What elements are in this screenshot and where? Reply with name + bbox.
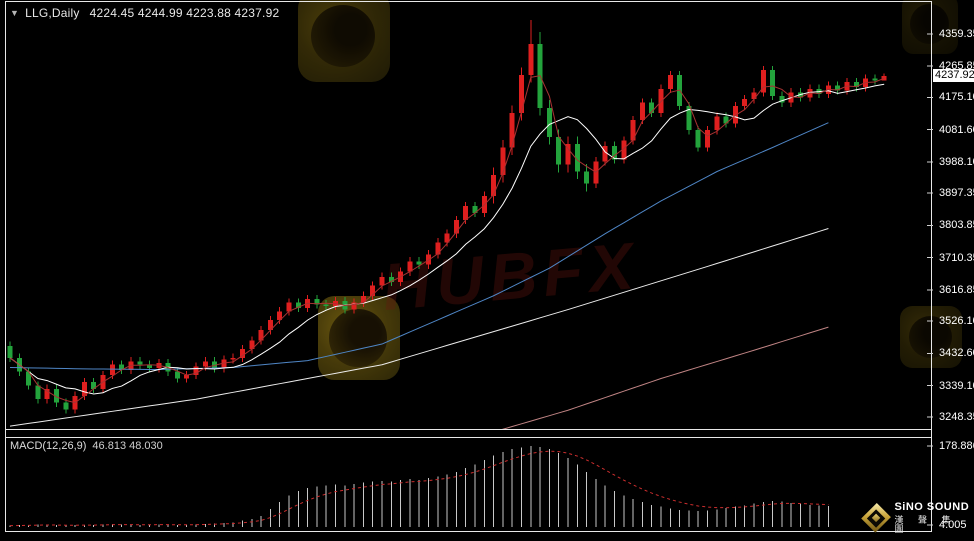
ma-long-line (9, 228, 829, 427)
eagle-icon (902, 0, 958, 54)
watermark-eagle-logo (318, 296, 400, 380)
brand-name-cn: 漢 聲 集 團 (894, 515, 957, 534)
chart-title: ▼ LLG,Daily 4224.45 4244.99 4223.88 4237.9… (10, 6, 279, 20)
price-tick-label: 3616.85 (939, 283, 974, 296)
macd-name: MACD(12,26,9) (10, 440, 87, 452)
price-tick-label: 4175.10 (939, 91, 974, 104)
price-tick-label: 3897.35 (939, 187, 974, 200)
price-tick-label: 4081.60 (939, 123, 974, 136)
current-price-label: 4237.92 (933, 68, 974, 82)
macd-tick-label: 178.886 (939, 440, 974, 453)
ma-fast-line (9, 75, 885, 404)
ma-mid-line (9, 83, 885, 395)
diamond-core (871, 513, 881, 523)
brand-logo: SiNO SOUND 漢 聲 集 團 (861, 501, 974, 534)
price-tick-label: 3526.10 (939, 315, 974, 328)
symbol-label: LLG,Daily (25, 6, 80, 20)
price-axis[interactable]: 4359.354265.854175.104081.603988.103897.… (931, 0, 974, 532)
price-tick-label: 3803.85 (939, 219, 974, 232)
price-tick-label: 3988.10 (939, 155, 974, 168)
price-tick-label: 3339.10 (939, 379, 974, 392)
macd-signal-line (9, 450, 829, 527)
price-tick-label: 3432.60 (939, 347, 974, 360)
watermark-eagle-logo (298, 0, 390, 82)
eagle-icon (318, 296, 400, 380)
diamond-inner (867, 508, 886, 528)
eagle-icon (298, 0, 390, 82)
ohlc-values: 4224.45 4244.99 4223.88 4237.92 (89, 6, 280, 20)
macd-label: MACD(12,26,9) 46.813 48.030 (10, 440, 163, 452)
price-tick-label: 4359.35 (939, 27, 974, 40)
price-tick-label: 3248.35 (939, 411, 974, 424)
candlesticks (7, 19, 887, 414)
watermark-eagle-logo (902, 0, 958, 54)
brand-name: SiNO SOUND (894, 501, 970, 513)
macd-values: 46.813 48.030 (92, 440, 163, 452)
ma-blue-line (9, 122, 829, 371)
macd-tick-label: 4.005 (939, 519, 967, 532)
price-tick-label: 3710.35 (939, 251, 974, 264)
macd-axis[interactable]: 178.886 4.005 (931, 437, 974, 532)
diamond-icon (861, 502, 892, 534)
ma-slow-line (501, 326, 829, 429)
symbol-dropdown-icon[interactable]: ▼ (10, 8, 20, 18)
macd-histogram (9, 446, 829, 528)
